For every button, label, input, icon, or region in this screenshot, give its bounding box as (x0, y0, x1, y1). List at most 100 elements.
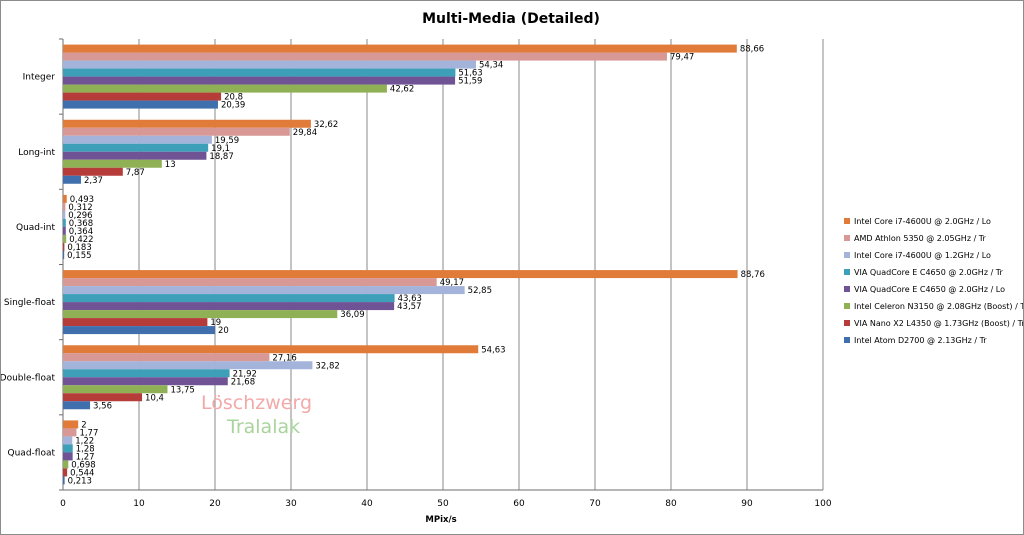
bar (63, 52, 667, 61)
legend: Intel Core i7-4600U @ 2.0GHz / Lo AMD Ath… (844, 217, 1023, 345)
bar (63, 143, 209, 152)
data-label: 0,312 (68, 203, 92, 213)
legend-label: VIA QuadCore E C4650 @ 2.0GHz / Tr (854, 268, 1004, 277)
bar (63, 353, 270, 362)
data-label: 54,63 (481, 345, 505, 355)
data-label: 3,56 (93, 401, 112, 411)
bar (63, 436, 73, 445)
data-label: 0,544 (70, 468, 94, 478)
data-label: 18,87 (209, 152, 233, 162)
bar (63, 119, 311, 128)
data-label: 52,85 (468, 286, 492, 296)
watermark: Löschzwerg Tralalak (201, 392, 312, 438)
bars (63, 44, 738, 485)
bar (63, 420, 79, 429)
bar (63, 250, 65, 259)
data-label: 43,63 (398, 294, 422, 304)
data-label: 13,75 (171, 385, 195, 395)
bar (63, 226, 66, 235)
x-tick-label: 10 (133, 499, 145, 509)
legend-swatch (844, 303, 850, 309)
data-label: 19,59 (215, 136, 239, 146)
data-label: 21,92 (233, 369, 257, 379)
bar (63, 468, 68, 477)
bar (63, 44, 737, 53)
bar (63, 428, 77, 437)
bar (63, 194, 67, 203)
bar (63, 76, 456, 85)
category-label: Quad-int (16, 223, 55, 233)
data-label: 51,59 (458, 77, 482, 87)
bar (63, 60, 476, 69)
bar (63, 242, 65, 251)
data-label: 51,63 (458, 69, 482, 79)
data-label: 20,8 (224, 93, 243, 103)
data-label: 32,62 (314, 120, 338, 130)
data-label: 21,68 (231, 377, 255, 387)
x-tick-labels: 0 10 20 30 40 50 60 70 80 90 100 (60, 499, 832, 509)
bar (63, 393, 143, 402)
x-tick-label: 30 (285, 499, 297, 509)
data-label: 13 (165, 160, 176, 170)
bar (63, 159, 162, 168)
bar (63, 286, 465, 295)
bar (63, 202, 66, 211)
data-label: 79,47 (670, 53, 694, 63)
x-tick-label: 50 (437, 499, 449, 509)
category-label: Integer (23, 73, 56, 83)
bar (63, 167, 123, 176)
chart-title: Multi-Media (Detailed) (422, 11, 600, 27)
data-label: 0,213 (68, 476, 92, 486)
bar (63, 92, 222, 101)
data-label: 88,66 (740, 45, 764, 55)
data-label: 7,87 (126, 168, 145, 178)
bar (63, 100, 218, 109)
data-label: 2,37 (84, 176, 103, 186)
legend-swatch (844, 269, 850, 275)
data-label: 10,4 (145, 393, 164, 403)
data-label: 1,27 (76, 452, 95, 462)
bar (63, 369, 230, 378)
legend-swatch (844, 320, 850, 326)
data-label: 0,493 (70, 195, 94, 205)
category-label: Double-float (1, 373, 55, 383)
legend-label: Intel Core i7-4600U @ 2.0GHz / Lo (854, 217, 991, 226)
bar (63, 318, 208, 327)
x-tick-label: 70 (589, 499, 601, 509)
data-label: 88,76 (741, 270, 765, 280)
data-label: 27,16 (272, 353, 296, 363)
watermark-line-2: Tralalak (226, 416, 300, 438)
data-label: 0,698 (71, 460, 95, 470)
legend-label: Intel Core i7-4600U @ 1.2GHz / Lo (854, 251, 991, 260)
data-label: 1,77 (79, 428, 98, 438)
bar (63, 377, 228, 386)
data-label: 0,296 (68, 211, 92, 221)
data-label: 32,82 (315, 361, 339, 371)
x-tick-label: 60 (513, 499, 525, 509)
data-label: 1,22 (75, 436, 94, 446)
bar (63, 476, 65, 485)
data-label: 2 (81, 420, 86, 430)
category-label: Quad-float (8, 448, 56, 458)
bar (63, 270, 738, 279)
legend-label: Intel Atom D2700 @ 2.13GHz / Tr (854, 336, 987, 345)
bar (63, 218, 66, 227)
data-label: 0,155 (67, 251, 91, 261)
data-label: 0,422 (69, 235, 93, 245)
data-label: 1,28 (76, 444, 95, 454)
data-label: 19 (210, 318, 221, 328)
bar (63, 151, 207, 160)
bar (63, 210, 66, 219)
x-tick-label: 0 (60, 499, 66, 509)
bar (63, 84, 387, 93)
data-label: 20 (218, 326, 229, 336)
data-label: 49,17 (440, 278, 464, 288)
data-label: 19,1 (211, 144, 230, 154)
data-label: 0,183 (67, 243, 91, 253)
x-axis-title: MPix/s (425, 515, 456, 525)
legend-label: Intel Celeron N3150 @ 2.08GHz (Boost) / … (854, 302, 1023, 311)
bar (63, 135, 212, 144)
